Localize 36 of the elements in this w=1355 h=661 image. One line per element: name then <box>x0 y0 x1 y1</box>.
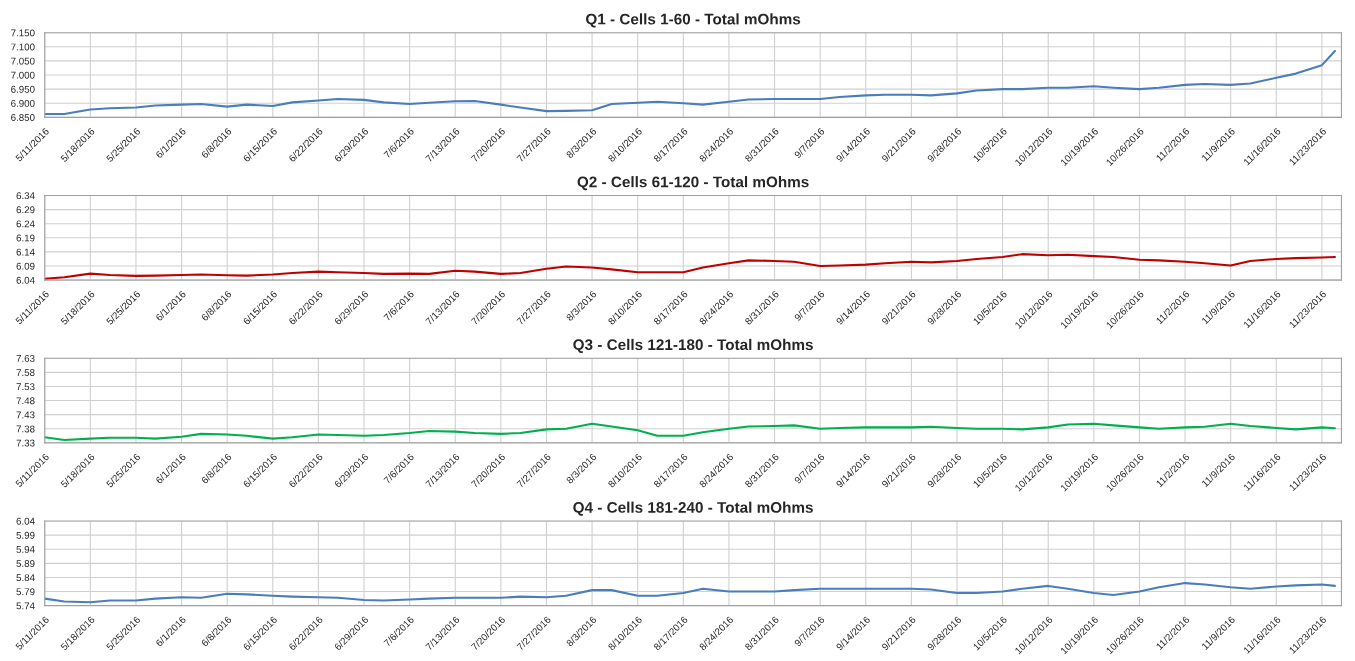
line-series <box>44 253 1336 280</box>
y-tick-label: 7.150 <box>11 29 35 37</box>
y-tick-label: 6.24 <box>16 220 35 228</box>
y-tick-label: 7.53 <box>16 383 35 391</box>
y-tick-label: 7.63 <box>16 354 35 362</box>
y-tick-label: 6.950 <box>11 85 35 93</box>
y-tick-label: 7.58 <box>16 369 35 376</box>
chart-title: Q2 - Cells 61-120 - Total mOhms <box>577 176 809 191</box>
y-tick-label: 7.33 <box>16 439 35 447</box>
line-series <box>44 582 1336 604</box>
y-tick-label: 6.29 <box>16 206 35 214</box>
y-tick-label: 6.19 <box>16 234 35 242</box>
y-tick-label: 7.43 <box>16 411 35 419</box>
y-tick-label: 7.050 <box>11 57 35 65</box>
y-tick-label: 6.34 <box>16 192 35 200</box>
y-tick-label: 6.04 <box>16 517 35 525</box>
y-tick-label: 7.100 <box>11 43 35 51</box>
line-series <box>44 422 1336 442</box>
y-tick-label: 5.84 <box>16 574 35 582</box>
chart-title: Q1 - Cells 1-60 - Total mOhms <box>586 13 801 28</box>
y-tick-label: 5.94 <box>16 545 35 553</box>
chart-title: Q4 - Cells 181-240 - Total mOhms <box>573 501 813 516</box>
y-tick-label: 6.850 <box>11 114 35 121</box>
chart-title: Q3 - Cells 121-180 - Total mOhms <box>573 338 813 353</box>
y-tick-label: 5.79 <box>16 588 35 596</box>
y-tick-label: 6.900 <box>11 99 35 107</box>
y-tick-label: 5.74 <box>16 602 35 610</box>
y-tick-label: 7.000 <box>11 71 35 79</box>
y-tick-label: 6.09 <box>16 262 35 270</box>
line-series <box>44 50 1336 115</box>
y-tick-label: 5.89 <box>16 560 35 567</box>
y-tick-label: 7.38 <box>16 425 35 433</box>
y-tick-label: 5.99 <box>16 531 35 539</box>
y-tick-label: 6.04 <box>16 276 35 284</box>
y-tick-label: 6.14 <box>16 248 35 256</box>
y-tick-label: 7.48 <box>16 397 35 405</box>
